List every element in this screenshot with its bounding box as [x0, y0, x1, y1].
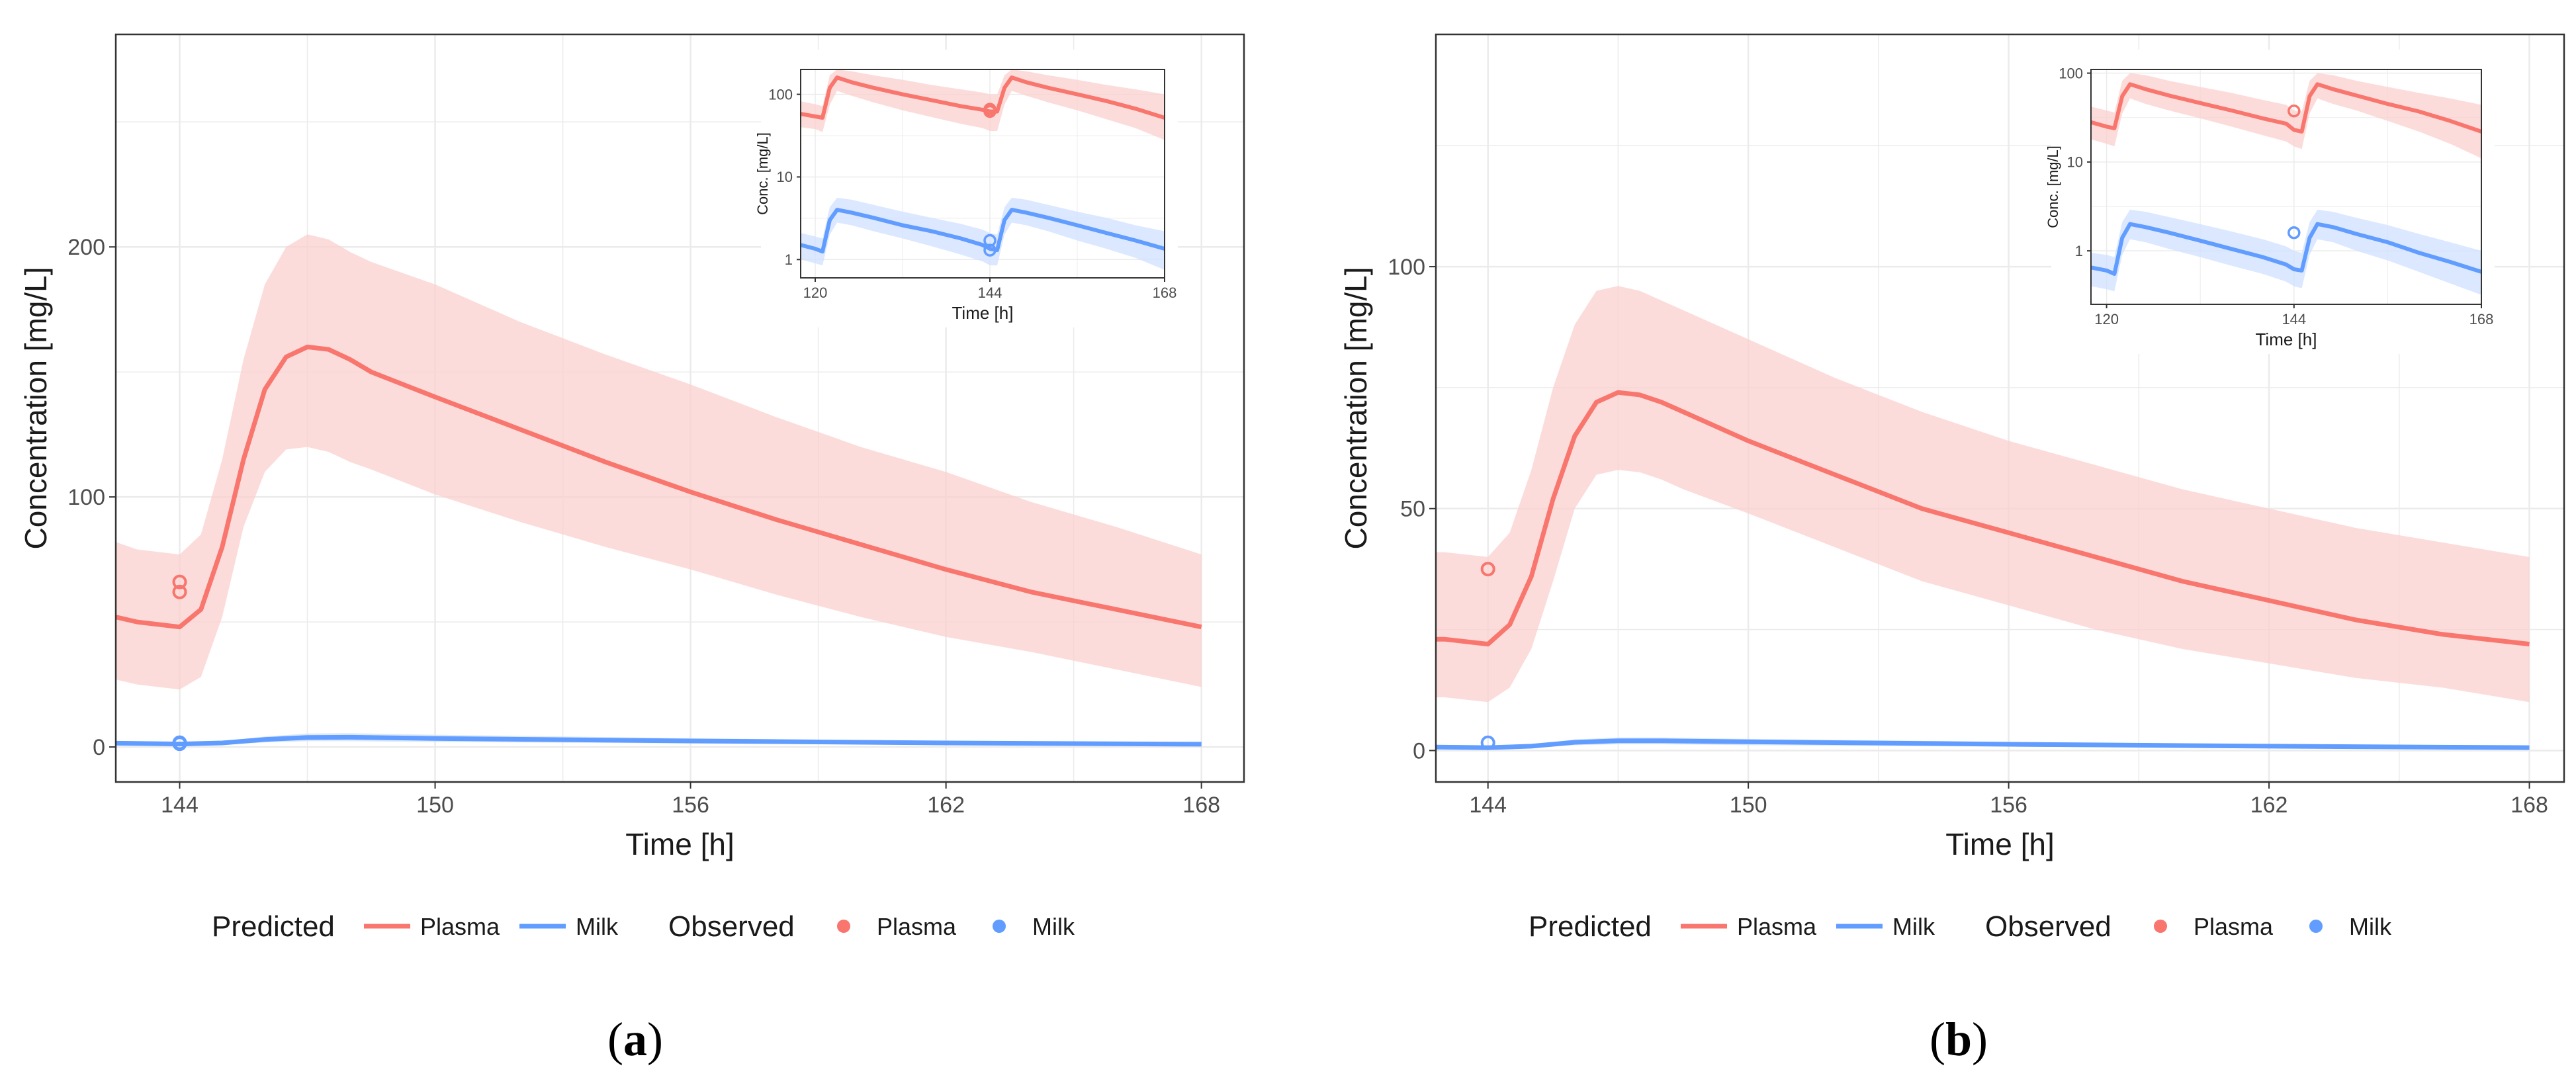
y-tick-label: 50	[1400, 497, 1425, 522]
panel-caption: (b)	[1930, 1013, 1988, 1066]
y-tick-label: 200	[67, 235, 105, 260]
x-axis-title: Time [h]	[2256, 329, 2317, 349]
legend-label-observed-milk: Milk	[2349, 913, 2392, 940]
main-plot-b: 144 150 156 162 168 0 50 100 Time [h] Concentrati…	[1339, 33, 2565, 861]
panel-border	[114, 33, 1245, 783]
legend-title-observed: Observed	[668, 910, 795, 943]
x-tick-label: 162	[927, 793, 965, 818]
x-tick-label: 168	[2469, 311, 2494, 327]
x-axis-title: Time [h]	[952, 303, 1014, 323]
predicted-plasma-line	[801, 75, 1165, 120]
x-axis-title: Time [h]	[1945, 827, 2054, 861]
y-tick-label: 10	[2067, 154, 2083, 171]
legend-key-observed-plasma	[837, 920, 850, 933]
y-axis-title: Conc. [mg/L]	[2045, 146, 2061, 228]
legend-label-predicted-plasma: Plasma	[1737, 913, 1817, 940]
series-layer	[1436, 286, 2530, 750]
caption-open-paren: (	[607, 1013, 623, 1066]
inset-plot-b: 120 144 168 1 10 100 Time [h] Conc. [mg/L]	[2045, 50, 2495, 354]
y-tick-label: 100	[67, 485, 105, 510]
x-tick-label: 168	[2510, 793, 2548, 818]
caption-b: (b)	[1930, 1013, 1988, 1066]
y-tick-label: 0	[1413, 738, 1425, 763]
predicted-milk-line	[801, 208, 1165, 254]
x-tick-label: 156	[1990, 793, 2027, 818]
observed-plasma-point	[172, 584, 187, 599]
x-tick-label: 150	[1730, 793, 1767, 818]
caption-close-paren: )	[647, 1013, 663, 1066]
y-axis-title: Conc. [mg/L]	[754, 132, 771, 215]
y-tick-label: 10	[777, 169, 793, 185]
legend-title-predicted: Predicted	[212, 910, 335, 943]
caption-a: (a)	[607, 1013, 663, 1066]
x-tick-label: 120	[2094, 311, 2119, 327]
y-tick-label: 100	[1388, 255, 1425, 280]
caption-letter: a	[623, 1013, 647, 1066]
predicted-plasma-line	[2091, 82, 2481, 134]
legend-label-predicted-milk: Milk	[1892, 913, 1935, 940]
predicted-plasma-line	[1436, 390, 2530, 647]
observed-milk-point	[2287, 226, 2301, 239]
series-layer	[801, 69, 1165, 270]
observed-plasma-point	[2287, 105, 2301, 118]
x-tick-label: 156	[672, 793, 709, 818]
panel-caption: (a)	[607, 1013, 663, 1066]
y-axis-title: Concentration [mg/L]	[19, 267, 53, 549]
predicted-milk-line	[1436, 738, 2530, 750]
legend-title-observed: Observed	[1985, 910, 2111, 943]
legend-label-predicted-plasma: Plasma	[420, 913, 500, 940]
legend-a: Predicted Plasma Milk Observed Plasma Milk	[212, 910, 1075, 943]
legend-key-observed-milk	[993, 920, 1006, 933]
observed-milk-point	[172, 736, 187, 752]
inset-plot-a: 120 144 168 1 10 100 Time [h] Conc. [mg/L]	[754, 50, 1178, 327]
inset-panel-border	[800, 69, 1165, 279]
predicted-milk-line	[2091, 222, 2481, 276]
x-tick-label: 150	[416, 793, 454, 818]
series-layer	[116, 234, 1202, 752]
observed-milk-point	[983, 243, 997, 257]
legend-label-observed-milk: Milk	[1032, 913, 1075, 940]
x-tick-label: 168	[1182, 793, 1220, 818]
predicted-plasma-interval-band	[2091, 73, 2481, 159]
legend-key-observed-plasma	[2154, 920, 2167, 933]
y-axis-title: Concentration [mg/L]	[1339, 267, 1373, 549]
predicted-milk-interval-band	[801, 197, 1165, 270]
x-tick-label: 168	[1153, 284, 1177, 301]
observed-plasma-point	[172, 574, 187, 589]
observed-plasma-point	[1480, 562, 1495, 577]
legend-b: Predicted Plasma Milk Observed Plasma Milk	[1529, 910, 2392, 943]
legend-label-predicted-milk: Milk	[576, 913, 619, 940]
caption-open-paren: (	[1930, 1013, 1945, 1066]
predicted-milk-interval-band	[2091, 210, 2481, 295]
panel-border	[1435, 33, 2565, 783]
x-tick-label: 144	[161, 793, 199, 818]
legend-title-predicted: Predicted	[1529, 910, 1652, 943]
legend-key-observed-milk	[2309, 920, 2323, 933]
y-tick-label: 1	[2075, 243, 2083, 259]
x-tick-label: 162	[2250, 793, 2288, 818]
legend-label-observed-plasma: Plasma	[2194, 913, 2274, 940]
series-layer	[2091, 73, 2481, 295]
y-tick-label: 0	[93, 735, 105, 760]
predicted-plasma-interval-band	[801, 69, 1165, 140]
y-tick-label: 1	[785, 251, 793, 268]
predicted-milk-line	[116, 734, 1202, 747]
observed-milk-point	[1480, 735, 1495, 750]
inset-panel-border	[2090, 69, 2482, 305]
predicted-plasma-line	[116, 344, 1202, 630]
x-tick-label: 144	[1469, 793, 1507, 818]
x-tick-label: 144	[978, 284, 1002, 301]
observed-plasma-point	[983, 105, 997, 118]
predicted-plasma-interval-band	[116, 234, 1202, 690]
x-axis-title: Time [h]	[625, 827, 734, 861]
caption-close-paren: )	[1972, 1013, 1988, 1066]
x-tick-label: 120	[803, 284, 828, 301]
legend-label-observed-plasma: Plasma	[877, 913, 957, 940]
caption-letter: b	[1945, 1013, 1972, 1066]
y-tick-label: 100	[768, 86, 793, 103]
y-tick-label: 100	[2059, 65, 2083, 81]
x-tick-label: 144	[2282, 311, 2306, 327]
